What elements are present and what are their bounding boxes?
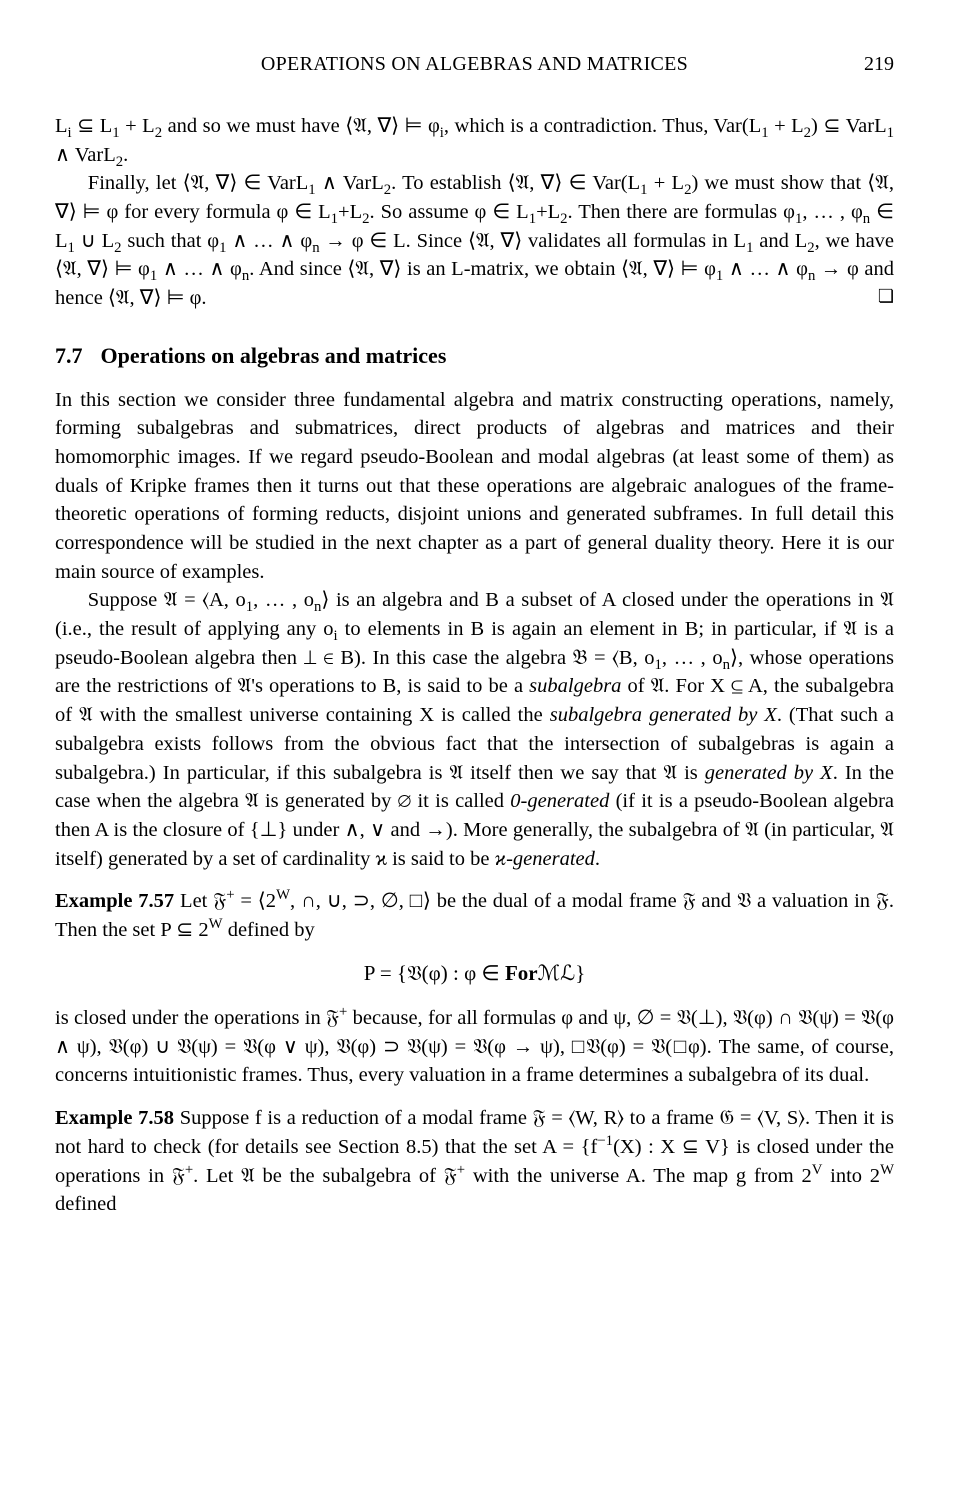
running-title: OPERATIONS ON ALGEBRAS AND MATRICES: [115, 50, 834, 78]
example-7-57: Example 7.57 Let 𝔉+ = ⟨2W, ∩, ∪, ⊃, ∅, □…: [55, 887, 894, 944]
paragraph-closure: is closed under the operations in 𝔉+ bec…: [55, 1004, 894, 1090]
section-title-text: Operations on algebras and matrices: [101, 343, 447, 368]
section-heading: 7.7 Operations on algebras and matrices: [55, 341, 894, 372]
paragraph-intro: In this section we consider three fundam…: [55, 386, 894, 587]
display-equation-P: P = {𝔙(φ) : φ ∈ Forℳℒ}: [55, 959, 894, 988]
page-number: 219: [834, 50, 894, 78]
example-7-58-body: Suppose f is a reduction of a modal fram…: [55, 1107, 894, 1215]
example-7-58: Example 7.58 Suppose f is a reduction of…: [55, 1104, 894, 1219]
page: OPERATIONS ON ALGEBRAS AND MATRICES 219 …: [0, 0, 954, 1500]
paragraph-proof-2: Finally, let ⟨𝔄, ∇⟩ ∈ VarL1 ∧ VarL2. To …: [55, 169, 894, 312]
example-7-57-label: Example 7.57: [55, 890, 174, 912]
paragraph-subalgebra: Suppose 𝔄 = ⟨A, o1, … , on⟩ is an algebr…: [55, 586, 894, 873]
section-number: 7.7: [55, 343, 83, 368]
running-head: OPERATIONS ON ALGEBRAS AND MATRICES 219: [55, 50, 894, 78]
paragraph-proof-1: Li ⊆ L1 + L2 and so we must have ⟨𝔄, ∇⟩ …: [55, 112, 894, 169]
qed-icon: ❏: [845, 284, 894, 309]
example-7-58-label: Example 7.58: [55, 1107, 174, 1129]
proof-2-text: Finally, let ⟨𝔄, ∇⟩ ∈ VarL1 ∧ VarL2. To …: [55, 172, 894, 309]
example-7-57-body: Let 𝔉+ = ⟨2W, ∩, ∪, ⊃, ∅, □⟩ be the dual…: [55, 890, 894, 941]
